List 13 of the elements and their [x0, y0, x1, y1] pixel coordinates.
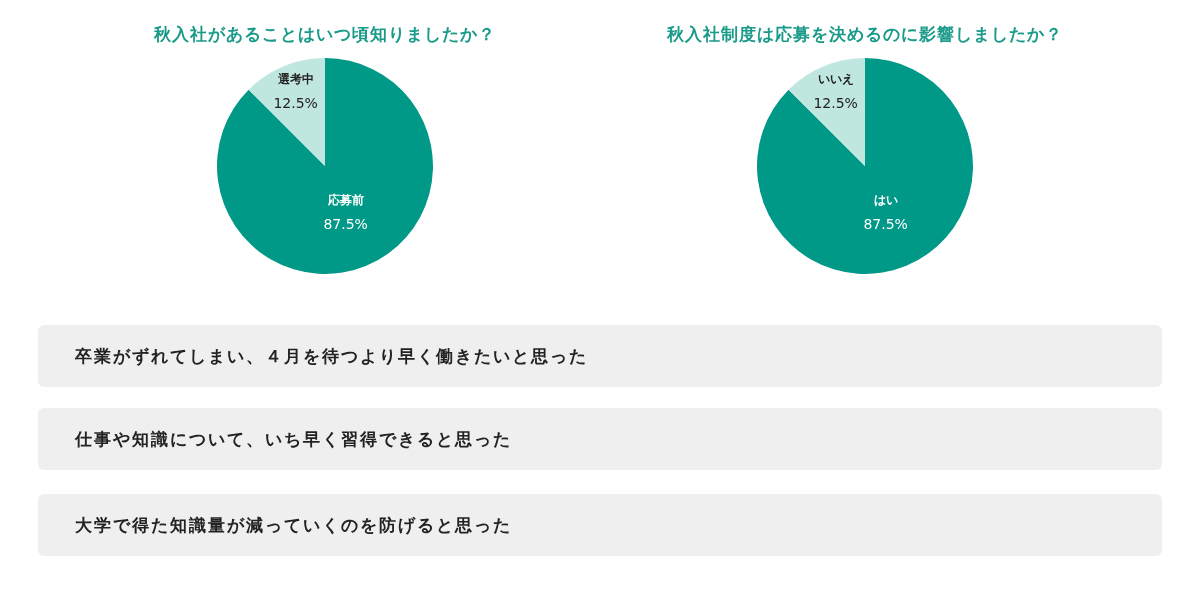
slice-label: 応募前: [326, 192, 364, 207]
data-label: 87.5%: [863, 215, 908, 232]
data-label: 12.5%: [273, 95, 318, 112]
text: 仕事や知識について、いち早く習得できると思った: [74, 429, 512, 449]
slice-label: はい: [873, 192, 898, 207]
slice-label: いいえ: [817, 72, 854, 87]
data-label: 12.5%: [813, 95, 858, 112]
chart-title: 秋入社制度は応募を決めるのに影響しましたか？: [666, 24, 1063, 44]
text: 卒業がずれてしまい、４月を待つより早く働きたいと思った: [74, 346, 588, 366]
data-label: 87.5%: [323, 215, 368, 232]
text: 大学で得た知識量が減っていくのを防げると思った: [75, 515, 512, 535]
slice-label: 選考中: [276, 72, 314, 87]
chart-title: 秋入社があることはいつ頃知りましたか？: [153, 24, 496, 44]
